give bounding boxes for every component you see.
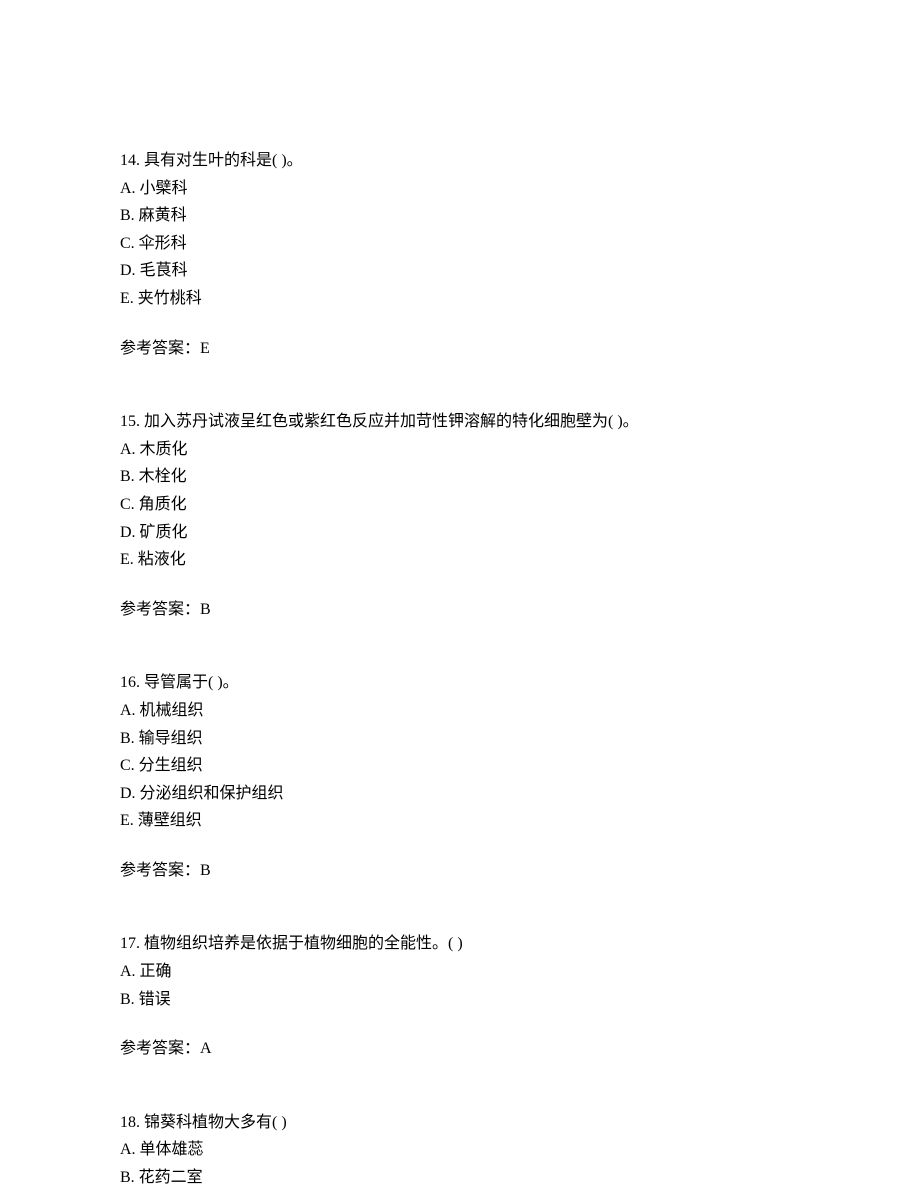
option-e: E. 粘液化 [120, 547, 800, 573]
answer-label: 参考答案： [120, 601, 200, 618]
answer-line: 参考答案：B [120, 597, 800, 623]
question-number: 15. [120, 413, 140, 430]
option-a: A. 机械组织 [120, 698, 800, 724]
answer-value: E [200, 340, 210, 357]
option-b: B. 错误 [120, 987, 800, 1013]
answer-label: 参考答案： [120, 1040, 200, 1057]
question-number: 16. [120, 674, 140, 691]
option-d: D. 分泌组织和保护组织 [120, 781, 800, 807]
option-a: A. 正确 [120, 959, 800, 985]
question-stem: 加入苏丹试液呈红色或紫红色反应并加苛性钾溶解的特化细胞壁为( )。 [144, 413, 639, 430]
question-text: 18. 锦葵科植物大多有( ) [120, 1110, 800, 1136]
question-14: 14. 具有对生叶的科是( )。 A. 小檗科 B. 麻黄科 C. 伞形科 D.… [120, 148, 800, 361]
option-a: A. 木质化 [120, 437, 800, 463]
question-text: 14. 具有对生叶的科是( )。 [120, 148, 800, 174]
option-c: C. 伞形科 [120, 231, 800, 257]
option-e: E. 薄壁组织 [120, 808, 800, 834]
question-16: 16. 导管属于( )。 A. 机械组织 B. 输导组织 C. 分生组织 D. … [120, 670, 800, 883]
option-a: A. 单体雄蕊 [120, 1137, 800, 1163]
question-stem: 植物组织培养是依据于植物细胞的全能性。( ) [144, 935, 463, 952]
option-e: E. 夹竹桃科 [120, 286, 800, 312]
question-number: 14. [120, 152, 140, 169]
option-b: B. 花药二室 [120, 1165, 800, 1191]
question-text: 17. 植物组织培养是依据于植物细胞的全能性。( ) [120, 931, 800, 957]
question-18: 18. 锦葵科植物大多有( ) A. 单体雄蕊 B. 花药二室 [120, 1110, 800, 1191]
question-text: 15. 加入苏丹试液呈红色或紫红色反应并加苛性钾溶解的特化细胞壁为( )。 [120, 409, 800, 435]
option-c: C. 分生组织 [120, 753, 800, 779]
question-stem: 导管属于( )。 [144, 674, 239, 691]
answer-line: 参考答案：B [120, 858, 800, 884]
answer-label: 参考答案： [120, 862, 200, 879]
question-number: 17. [120, 935, 140, 952]
answer-value: B [200, 862, 211, 879]
answer-value: A [200, 1040, 212, 1057]
answer-line: 参考答案：A [120, 1036, 800, 1062]
question-number: 18. [120, 1114, 140, 1131]
question-stem: 锦葵科植物大多有( ) [144, 1114, 287, 1131]
option-c: C. 角质化 [120, 492, 800, 518]
option-b: B. 输导组织 [120, 726, 800, 752]
answer-line: 参考答案：E [120, 336, 800, 362]
question-15: 15. 加入苏丹试液呈红色或紫红色反应并加苛性钾溶解的特化细胞壁为( )。 A.… [120, 409, 800, 622]
question-17: 17. 植物组织培养是依据于植物细胞的全能性。( ) A. 正确 B. 错误 参… [120, 931, 800, 1061]
answer-value: B [200, 601, 211, 618]
question-stem: 具有对生叶的科是( )。 [144, 152, 303, 169]
option-b: B. 麻黄科 [120, 203, 800, 229]
answer-label: 参考答案： [120, 340, 200, 357]
question-text: 16. 导管属于( )。 [120, 670, 800, 696]
option-d: D. 毛茛科 [120, 258, 800, 284]
option-b: B. 木栓化 [120, 464, 800, 490]
option-d: D. 矿质化 [120, 520, 800, 546]
option-a: A. 小檗科 [120, 176, 800, 202]
